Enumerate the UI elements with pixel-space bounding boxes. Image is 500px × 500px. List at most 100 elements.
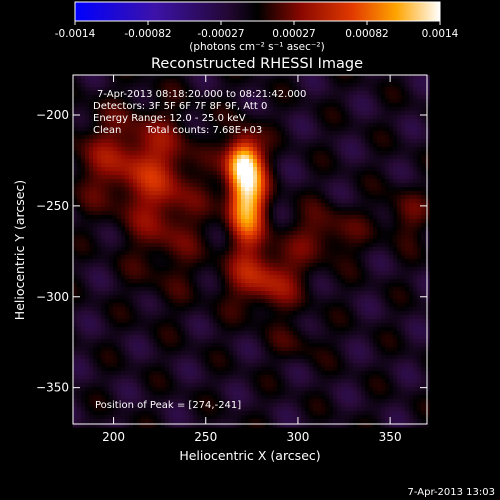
heatmap-cell (217, 199, 222, 204)
heatmap-cell (265, 231, 270, 236)
heatmap-cell (141, 223, 146, 228)
heatmap-cell (233, 287, 238, 292)
heatmap-cell (393, 115, 398, 120)
heatmap-cell (401, 239, 406, 244)
heatmap-cell (213, 211, 218, 216)
heatmap-cell (377, 191, 382, 196)
heatmap-cell (289, 179, 294, 184)
heatmap-cell (93, 163, 98, 168)
heatmap-cell (325, 271, 330, 276)
heatmap-cell (161, 223, 166, 228)
heatmap-cell (397, 187, 402, 192)
heatmap-cell (385, 155, 390, 160)
heatmap-cell (169, 167, 174, 172)
heatmap-cell (145, 167, 150, 172)
heatmap-cell (337, 143, 342, 148)
heatmap-cell (325, 251, 330, 256)
heatmap-cell (169, 255, 174, 260)
heatmap-cell (413, 243, 418, 248)
heatmap-cell (401, 291, 406, 296)
heatmap-cell (321, 215, 326, 220)
heatmap-cell (345, 251, 350, 256)
heatmap-cell (105, 275, 110, 280)
heatmap-cell (265, 91, 270, 96)
heatmap-cell (189, 75, 194, 80)
heatmap-cell (289, 283, 294, 288)
heatmap-cell (385, 203, 390, 208)
heatmap-cell (197, 291, 202, 296)
heatmap-cell (317, 131, 322, 136)
heatmap-cell (401, 115, 406, 120)
heatmap-cell (329, 135, 334, 140)
heatmap-cell (397, 171, 402, 176)
heatmap-cell (277, 279, 282, 284)
heatmap-cell (381, 163, 386, 168)
heatmap-cell (201, 103, 206, 108)
heatmap-cell (293, 147, 298, 152)
heatmap-cell (277, 159, 282, 164)
heatmap-cell (81, 239, 86, 244)
heatmap-cell (309, 139, 314, 144)
heatmap-cell (301, 103, 306, 108)
heatmap-cell (193, 79, 198, 84)
heatmap-cell (401, 199, 406, 204)
heatmap-cell (285, 207, 290, 212)
heatmap-cell (73, 135, 78, 140)
heatmap-cell (165, 87, 170, 92)
heatmap-cell (349, 195, 354, 200)
heatmap-cell (329, 223, 334, 228)
heatmap-cell (341, 95, 346, 100)
heatmap-cell (333, 163, 338, 168)
heatmap-cell (329, 203, 334, 208)
heatmap-cell (217, 219, 222, 224)
heatmap-cell (297, 107, 302, 112)
heatmap-cell (161, 75, 166, 80)
heatmap-cell (261, 295, 266, 300)
heatmap-cell (393, 203, 398, 208)
heatmap-cell (277, 95, 282, 100)
heatmap-cell (109, 267, 114, 272)
heatmap-cell (421, 115, 426, 120)
heatmap-cell (125, 143, 130, 148)
heatmap-cell (377, 211, 382, 216)
heatmap-cell (385, 171, 390, 176)
heatmap-cell (81, 247, 86, 252)
heatmap-cell (229, 227, 234, 232)
heatmap-cell (129, 283, 134, 288)
heatmap-cell (213, 119, 218, 124)
heatmap-cell (337, 251, 342, 256)
heatmap-cell (253, 235, 258, 240)
heatmap-cell (393, 243, 398, 248)
heatmap-cell (129, 99, 134, 104)
heatmap-cell (417, 283, 422, 288)
heatmap-cell (133, 91, 138, 96)
heatmap-cell (153, 95, 158, 100)
heatmap-cell (109, 279, 114, 284)
heatmap-cell (93, 115, 98, 120)
heatmap-cell (357, 239, 362, 244)
heatmap-cell (413, 195, 418, 200)
heatmap-cell (305, 231, 310, 236)
heatmap-cell (225, 91, 230, 96)
heatmap-cell (385, 235, 390, 240)
heatmap-cell (109, 195, 114, 200)
heatmap-cell (377, 183, 382, 188)
heatmap-cell (153, 235, 158, 240)
heatmap-cell (77, 123, 82, 128)
heatmap-cell (289, 203, 294, 208)
heatmap-cell (121, 187, 126, 192)
heatmap-cell (421, 171, 426, 176)
heatmap-cell (189, 295, 194, 300)
heatmap-cell (229, 267, 234, 272)
heatmap-cell (265, 235, 270, 240)
heatmap-cell (313, 95, 318, 100)
heatmap-cell (309, 279, 314, 284)
heatmap-cell (225, 291, 230, 296)
heatmap-cell (77, 79, 82, 84)
heatmap-cell (165, 119, 170, 124)
heatmap-cell (101, 151, 106, 156)
heatmap-cell (225, 83, 230, 88)
heatmap-cell (365, 215, 370, 220)
heatmap-cell (169, 171, 174, 176)
heatmap-cell (401, 247, 406, 252)
